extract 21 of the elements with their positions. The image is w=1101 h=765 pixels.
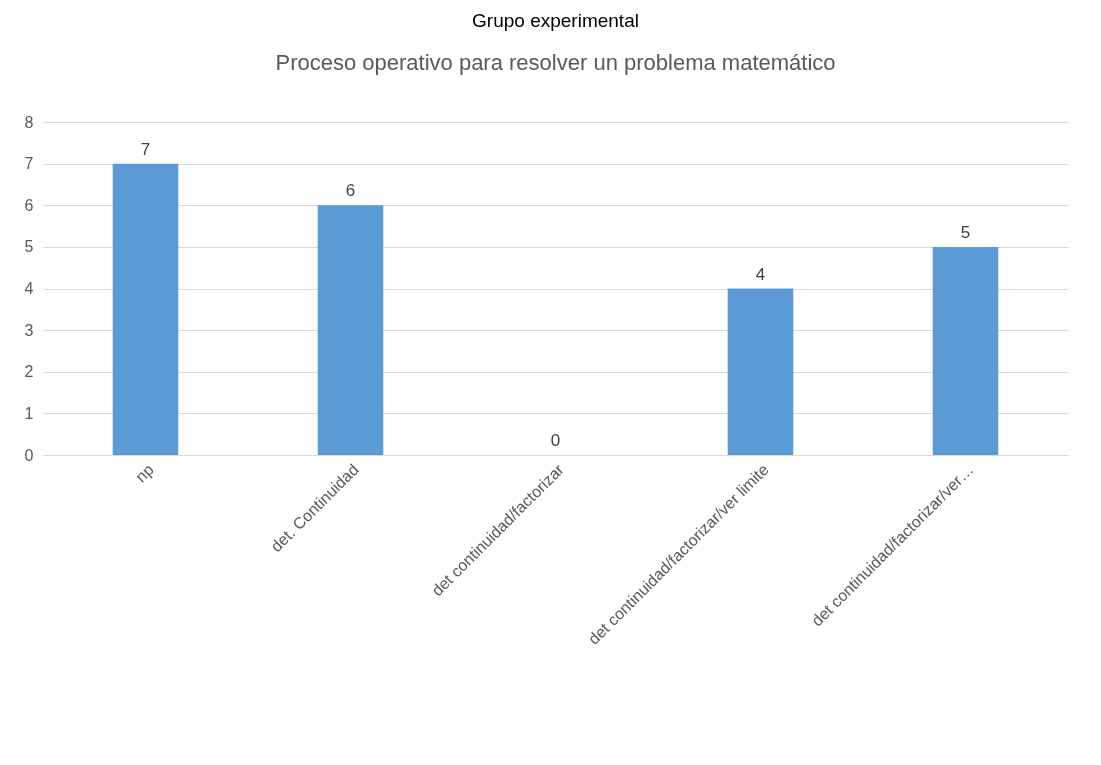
y-tick-label: 6 — [24, 196, 34, 214]
y-tick-label: 8 — [24, 113, 34, 131]
y-tick-label: 4 — [24, 280, 34, 297]
y-tick-label: 2 — [24, 363, 34, 381]
data-label: 6 — [345, 181, 356, 201]
y-tick-label: 0 — [24, 446, 34, 464]
data-label: 4 — [755, 264, 766, 284]
chart-title: Grupo experimental — [472, 10, 639, 31]
y-tick-label: 1 — [24, 404, 34, 422]
data-label: 0 — [550, 431, 561, 450]
data-label: 5 — [960, 222, 971, 242]
bar — [317, 205, 384, 455]
bar — [112, 163, 179, 455]
chart-subtitle: Proceso operativo para resolver un problema matemático — [275, 50, 836, 75]
x-tick-label: np — [132, 460, 157, 486]
y-tick-label: 5 — [24, 238, 34, 256]
data-label: 7 — [140, 139, 151, 159]
bar — [932, 246, 999, 455]
y-tick-label: 7 — [24, 155, 34, 173]
bar — [727, 288, 794, 455]
y-tick-label: 3 — [24, 321, 34, 339]
